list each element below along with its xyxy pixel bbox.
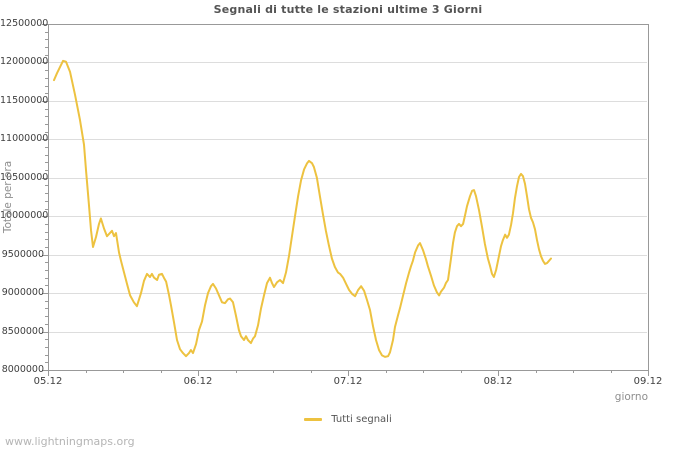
y-tick-label: 10500000 [0, 171, 49, 183]
site-watermark: www.lightningmaps.org [5, 435, 135, 448]
y-axis-title: Totale per ora [2, 160, 14, 234]
x-tick-label: 07.12 [333, 376, 363, 387]
x-tick-label: 08.12 [483, 376, 513, 387]
y-tick-label: 12500000 [0, 18, 49, 29]
y-tick-label: 12000000 [0, 56, 49, 68]
x-axis-title: giorno [614, 391, 648, 403]
chart-title: Segnali di tutte le stazioni ultime 3 Gi… [213, 3, 483, 16]
x-tick-label: 06.12 [183, 376, 213, 387]
series-line-tutti-segnali [53, 59, 552, 358]
x-tick-label: 09.12 [633, 376, 663, 387]
y-tick-label: 8500000 [1, 325, 44, 337]
legend-label: Tutti segnali [331, 413, 392, 425]
y-tick-label: 11500000 [0, 94, 49, 106]
legend: Tutti segnali [48, 411, 648, 427]
y-tick-label: 9000000 [1, 287, 44, 299]
x-tick-label: 05.12 [33, 376, 63, 387]
y-tick-label: 10000000 [0, 210, 49, 222]
y-tick-label: 11000000 [0, 133, 49, 145]
legend-line-swatch-icon [304, 417, 323, 421]
y-tick-label: 9500000 [1, 248, 44, 260]
y-tick-label: 8000000 [1, 364, 44, 375]
plot-border [48, 24, 649, 371]
